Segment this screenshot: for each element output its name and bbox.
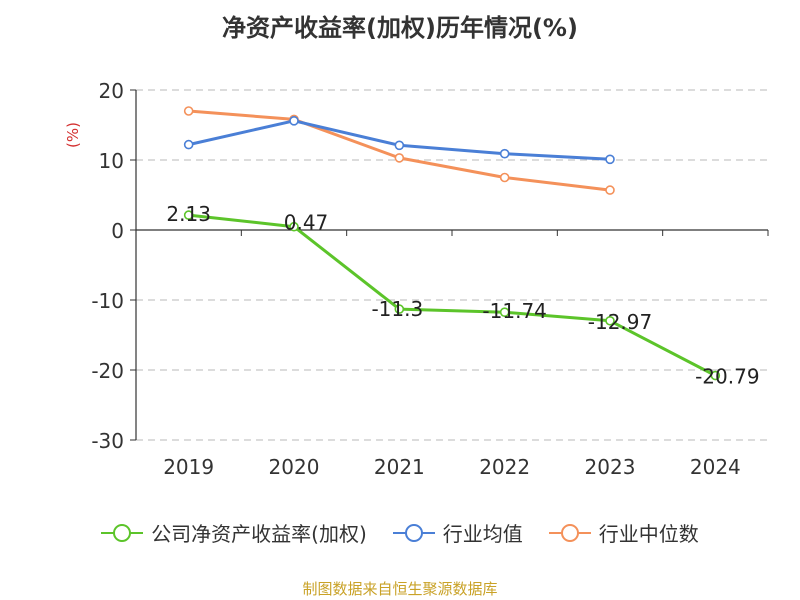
data-label: 0.47 <box>284 211 329 235</box>
x-tick-label: 2020 <box>269 455 320 479</box>
chart-title: 净资产收益率(加权)历年情况(%) <box>222 14 578 42</box>
data-point <box>605 154 615 165</box>
data-label: -12.97 <box>588 310 652 334</box>
legend-label-industry-mean: 行业均值 <box>442 522 523 546</box>
label-layer: 2.13 0.47 -11.3 -11.74 -12.97 -20.79 <box>166 202 759 388</box>
legend-marker-industry-median <box>548 523 591 542</box>
data-point <box>183 106 194 116</box>
data-point <box>183 139 194 150</box>
x-tick-label: 2021 <box>374 455 425 479</box>
axis-layer: 20 10 0 -10 -20 -30 2019 2020 2021 2022 2023 2024 <box>91 79 769 479</box>
grid-layer <box>136 89 768 441</box>
y-tick-label: -30 <box>91 429 124 453</box>
data-point <box>289 221 299 232</box>
data-point <box>394 140 405 151</box>
y-tick-label: 0 <box>111 219 124 243</box>
data-label: -20.79 <box>695 365 759 389</box>
y-tick-label: -10 <box>91 289 124 313</box>
data-point <box>183 210 194 220</box>
series-layer <box>183 106 721 381</box>
data-label: -11.74 <box>482 299 546 323</box>
data-point <box>394 304 405 314</box>
data-source-note: 制图数据来自恒生聚源数据库 <box>302 580 498 598</box>
y-tick-label: 20 <box>99 79 124 103</box>
data-point <box>605 185 615 195</box>
x-tick-label: 2024 <box>690 455 741 479</box>
legend-marker-company <box>101 523 144 542</box>
legend-item-industry-median[interactable]: 行业中位数 <box>548 518 699 547</box>
y-tick-label: 10 <box>99 149 124 173</box>
legend: 公司净资产收益率(加权) 行业均值 行业中位数 <box>0 518 800 547</box>
data-point <box>289 116 299 126</box>
legend-label-industry-median: 行业中位数 <box>598 522 699 546</box>
x-tick-label: 2019 <box>163 455 214 479</box>
legend-marker-industry-mean <box>392 523 435 542</box>
data-label: 2.13 <box>166 202 211 226</box>
legend-item-industry-mean[interactable]: 行业均值 <box>392 518 523 547</box>
series-line-0 <box>187 213 717 377</box>
data-point <box>499 307 510 317</box>
data-point <box>499 172 510 183</box>
series-line-2 <box>187 109 612 192</box>
data-point <box>499 148 510 159</box>
y-tick-label: -20 <box>91 359 124 383</box>
data-point <box>605 315 615 326</box>
data-label: -11.3 <box>371 297 423 321</box>
x-tick-label: 2022 <box>479 455 530 479</box>
x-tick-label: 2023 <box>585 455 636 479</box>
data-point <box>710 370 721 381</box>
data-point <box>394 153 405 163</box>
legend-item-company[interactable]: 公司净资产收益率(加权) <box>101 518 367 547</box>
legend-label-company: 公司净资产收益率(加权) <box>151 522 367 546</box>
